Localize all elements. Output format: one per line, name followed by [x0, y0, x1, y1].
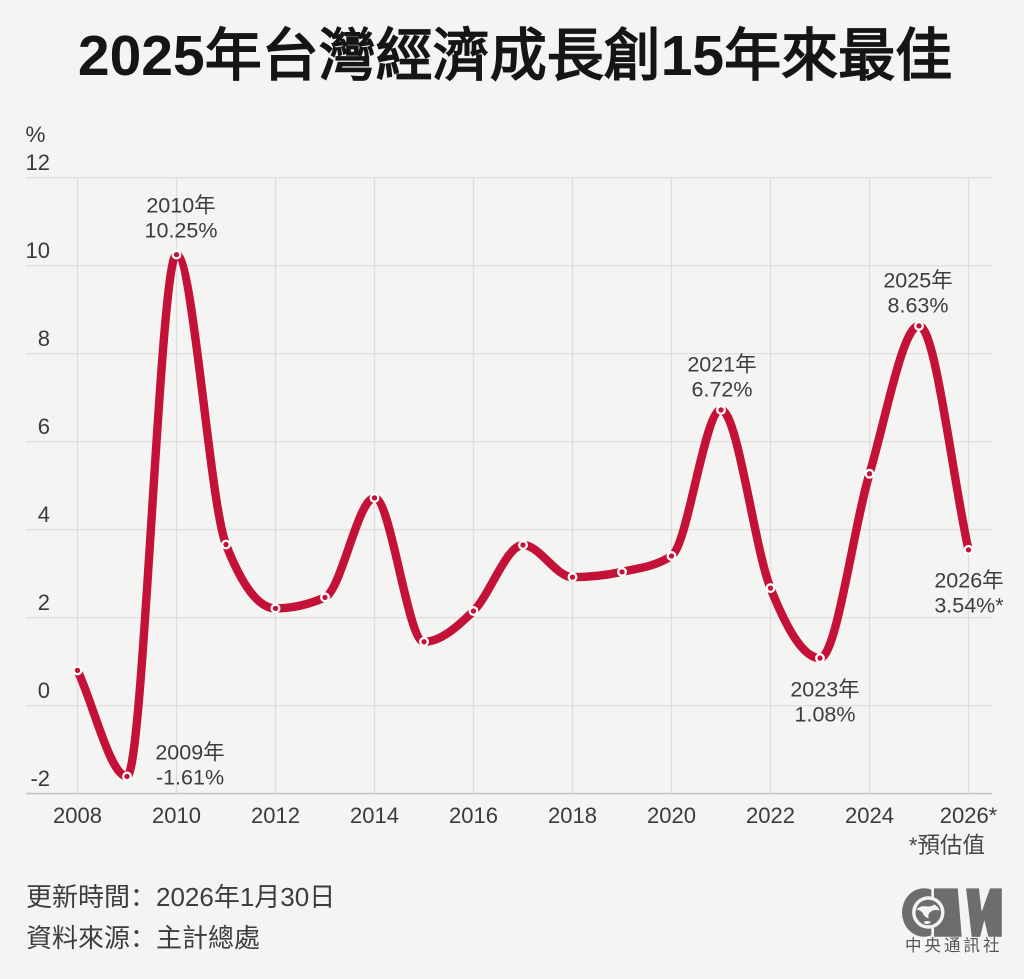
data-point-2008 [72, 665, 83, 676]
chart-title: 2025年台灣經濟成長創15年來最佳 [77, 24, 953, 88]
data-point-2026 [963, 544, 974, 555]
data-point-2017 [518, 540, 528, 550]
data-point-2022 [765, 583, 776, 594]
data-point-2019 [617, 566, 627, 577]
x-tick-2026: 2026* [940, 803, 998, 828]
y-tick--2: -2 [30, 766, 50, 791]
y-tick-12: 12 [26, 150, 50, 175]
annotation-2026: 2026年 3.54%* [934, 569, 1004, 618]
data-point-2024 [864, 468, 875, 479]
data-point-2021 [716, 404, 726, 415]
logo-a-notch [980, 920, 989, 937]
x-tick-2012: 2012 [251, 803, 300, 828]
data-point-2012 [270, 603, 281, 614]
annotation-2009: 2009年-1.61% [155, 741, 224, 790]
annotation-2010: 2010年 10.25% [145, 194, 218, 243]
data-source: 資料來源：主計總處 [26, 923, 261, 953]
logo-n-stem [934, 888, 962, 937]
y-tick-4: 4 [38, 502, 50, 527]
y-tick-10: 10 [26, 238, 50, 263]
annotation-2021: 2021年 6.72% [687, 353, 756, 402]
x-tick-2016: 2016 [449, 803, 498, 828]
x-tick-2018: 2018 [548, 803, 597, 828]
footnote-estimate: *預估值 [908, 833, 985, 858]
cna-logo [902, 888, 1002, 937]
annotation-2023: 2023年 1.08% [790, 678, 859, 727]
logo-globe-land [916, 904, 940, 919]
x-tick-2014: 2014 [350, 803, 399, 828]
data-point-2010 [171, 249, 182, 260]
annotation-2025: 2025年 8.63% [883, 269, 952, 318]
x-tick-2020: 2020 [647, 803, 696, 828]
logo-globe-land2 [923, 921, 931, 925]
y-tick-8: 8 [38, 326, 50, 351]
data-point-2011 [221, 539, 231, 550]
data-point-2018 [567, 572, 578, 583]
y-tick-0: 0 [38, 678, 50, 703]
growth-line [73, 250, 973, 781]
y-tick-6: 6 [38, 414, 50, 439]
data-point-2013 [320, 592, 330, 603]
update-time: 更新時間：2026年1月30日 [26, 882, 336, 912]
x-tick-2022: 2022 [746, 803, 795, 828]
logo-na-gap [979, 888, 990, 912]
data-point-2016 [468, 606, 479, 616]
x-tick-2008: 2008 [53, 803, 102, 828]
data-point-2020 [666, 551, 677, 561]
data-point-2025 [914, 320, 924, 331]
cna-logo-caption: 中央通訊社 [905, 937, 1003, 955]
data-point-2023 [815, 653, 825, 664]
data-point-2009 [122, 771, 132, 782]
data-point-2014 [369, 492, 380, 503]
x-tick-2024: 2024 [845, 803, 894, 828]
data-point-2015 [419, 636, 429, 647]
logo-a-shape [971, 888, 1002, 937]
y-axis-unit: % [26, 122, 46, 147]
y-tick-2: 2 [38, 590, 50, 615]
x-tick-2010: 2010 [152, 803, 201, 828]
